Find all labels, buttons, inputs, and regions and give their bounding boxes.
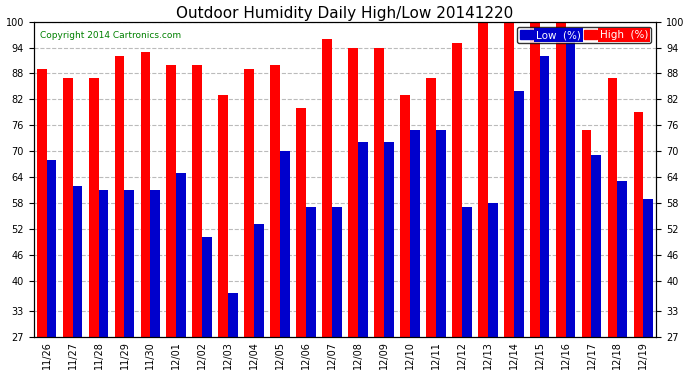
- Bar: [150, 190, 160, 337]
- Bar: [436, 129, 446, 337]
- Bar: [400, 95, 410, 337]
- Bar: [384, 142, 394, 337]
- Bar: [478, 22, 488, 337]
- Bar: [513, 91, 524, 337]
- Bar: [530, 22, 540, 337]
- Bar: [99, 190, 108, 337]
- Bar: [348, 48, 358, 337]
- Bar: [244, 69, 254, 337]
- Bar: [410, 129, 420, 337]
- Bar: [141, 52, 150, 337]
- Bar: [306, 207, 316, 337]
- Bar: [322, 39, 332, 337]
- Bar: [177, 172, 186, 337]
- Bar: [452, 43, 462, 337]
- Legend: Low  (%), High  (%): Low (%), High (%): [518, 27, 651, 43]
- Bar: [296, 108, 306, 337]
- Bar: [504, 22, 513, 337]
- Bar: [591, 155, 602, 337]
- Bar: [115, 56, 124, 337]
- Bar: [124, 190, 135, 337]
- Bar: [633, 112, 643, 337]
- Bar: [566, 39, 575, 337]
- Bar: [358, 142, 368, 337]
- Bar: [488, 203, 497, 337]
- Text: Copyright 2014 Cartronics.com: Copyright 2014 Cartronics.com: [40, 31, 181, 40]
- Bar: [426, 78, 436, 337]
- Bar: [332, 207, 342, 337]
- Bar: [202, 237, 212, 337]
- Bar: [618, 181, 627, 337]
- Bar: [462, 207, 471, 337]
- Bar: [47, 160, 57, 337]
- Bar: [608, 78, 618, 337]
- Bar: [37, 69, 47, 337]
- Bar: [219, 95, 228, 337]
- Bar: [374, 48, 384, 337]
- Bar: [72, 186, 82, 337]
- Bar: [280, 151, 290, 337]
- Bar: [582, 129, 591, 337]
- Bar: [254, 225, 264, 337]
- Bar: [555, 22, 566, 337]
- Bar: [63, 78, 72, 337]
- Title: Outdoor Humidity Daily High/Low 20141220: Outdoor Humidity Daily High/Low 20141220: [177, 6, 513, 21]
- Bar: [643, 198, 653, 337]
- Bar: [270, 65, 280, 337]
- Bar: [88, 78, 99, 337]
- Bar: [228, 294, 238, 337]
- Bar: [193, 65, 202, 337]
- Bar: [166, 65, 177, 337]
- Bar: [540, 56, 549, 337]
